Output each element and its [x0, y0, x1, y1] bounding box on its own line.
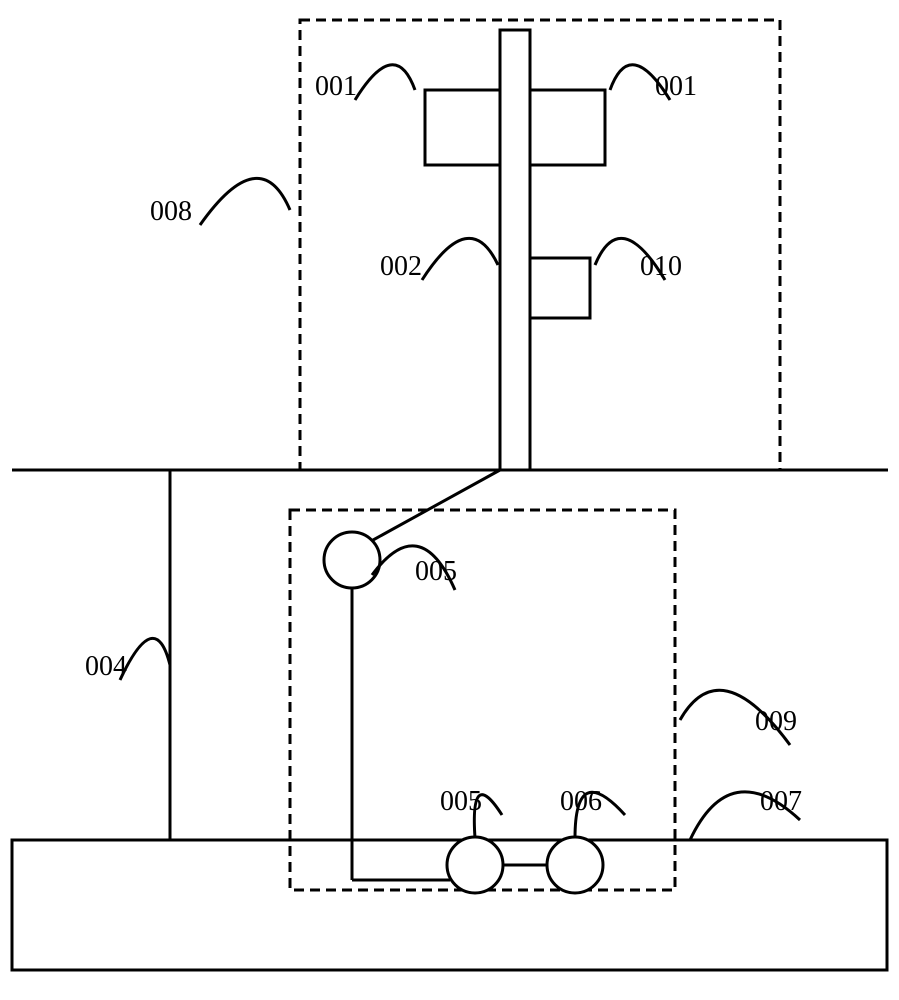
callout-label-009: 009 [755, 706, 797, 737]
callout-label-010: 010 [640, 251, 682, 282]
callout-label-005b: 005 [440, 786, 482, 817]
callout-label-008: 008 [150, 196, 192, 227]
stem-002 [500, 30, 530, 470]
callout-arc-004 [120, 638, 170, 680]
node-005-top [324, 532, 380, 588]
callout-label-002: 002 [380, 251, 422, 282]
callout-label-004: 004 [85, 651, 127, 682]
callout-arc-001a [355, 65, 415, 100]
schematic-diagram: 001 001 008 002 010 005 004 005 006 009 007 [0, 0, 899, 1000]
callout-label-007: 007 [760, 786, 802, 817]
callout-arc-008 [200, 178, 290, 225]
callout-label-001a: 001 [315, 71, 357, 102]
callout-label-005a: 005 [415, 556, 457, 587]
node-006 [547, 837, 603, 893]
box-001-left [425, 90, 500, 165]
box-001-right [530, 90, 605, 165]
callout-arc-002 [422, 238, 498, 280]
callout-label-006: 006 [560, 786, 602, 817]
diagonal-connector [364, 470, 500, 545]
upper-dashed-box [300, 20, 780, 470]
node-005-bottom [447, 837, 503, 893]
box-010 [530, 258, 590, 318]
callout-label-001b: 001 [655, 71, 697, 102]
